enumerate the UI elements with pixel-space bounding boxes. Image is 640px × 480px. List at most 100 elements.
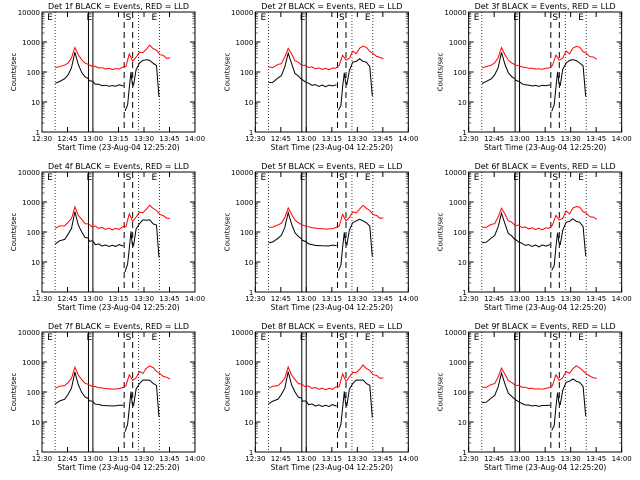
marker-label-e: E (474, 173, 480, 183)
x-tick-label: 12:30 (32, 295, 52, 303)
lld-series-line (268, 204, 384, 230)
events-series-line (55, 371, 124, 407)
x-tick-label: 13:45 (373, 295, 393, 303)
x-tick-label: 12:45 (57, 455, 77, 463)
x-axis-label: Start Time (23-Aug-04 12:25:20) (57, 303, 179, 312)
events-series-line (346, 379, 373, 418)
y-tick-label: 1000 (236, 39, 254, 47)
marker-label-s: S (552, 333, 558, 343)
events-series-line (346, 58, 373, 97)
events-series-line (268, 51, 337, 88)
x-tick-label: 13:15 (108, 135, 128, 143)
marker-label-e: E (86, 13, 92, 23)
y-tick-label: 10000 (18, 9, 40, 17)
marker-label-e: E (86, 333, 92, 343)
x-tick-label: 14:00 (612, 295, 632, 303)
x-tick-label: 12:30 (459, 455, 479, 463)
marker-label-e: E (260, 173, 266, 183)
y-tick-label: 100 (27, 389, 40, 397)
marker-label-e: E (513, 13, 519, 23)
marker-label-s: S (339, 13, 345, 23)
x-tick-label: 13:45 (586, 455, 606, 463)
events-series-line (124, 71, 133, 112)
marker-label-e: E (365, 333, 371, 343)
y-tick-label: 1000 (22, 359, 40, 367)
y-tick-label: 10 (31, 419, 40, 427)
detector-panel-4: Det 4f BLACK = Events, RED = LLD E E S E 1 10 1… (10, 162, 205, 312)
y-axis-label: Counts/sec (10, 373, 18, 412)
y-axis-label: Counts/sec (223, 213, 231, 252)
plot-frame (41, 331, 196, 453)
lld-series-line (481, 45, 597, 70)
x-tick-label: 14:00 (185, 135, 205, 143)
events-series-line (551, 392, 560, 431)
panel-title: Det 4f BLACK = Events, RED = LLD (48, 162, 189, 171)
plot-frame (254, 11, 409, 133)
x-axis-label: Start Time (23-Aug-04 12:25:20) (484, 463, 606, 472)
events-series-line (346, 218, 373, 257)
marker-label-e: E (513, 173, 519, 183)
x-tick-label: 12:30 (32, 455, 52, 463)
x-tick-label: 13:45 (586, 295, 606, 303)
panel-title: Det 6f BLACK = Events, RED = LLD (475, 162, 616, 171)
y-tick-label: 1 (462, 289, 466, 297)
marker-label-e: E (578, 173, 584, 183)
marker-label-s: S (552, 13, 558, 23)
x-tick-label: 14:00 (185, 295, 205, 303)
marker-label-e: E (47, 13, 53, 23)
panel-title: Det 1f BLACK = Events, RED = LLD (48, 2, 189, 11)
x-tick-label: 13:30 (134, 455, 154, 463)
y-tick-label: 1000 (449, 199, 467, 207)
x-tick-label: 12:45 (484, 135, 504, 143)
x-tick-label: 13:30 (347, 295, 367, 303)
x-tick-label: 13:30 (347, 455, 367, 463)
x-tick-label: 13:30 (561, 455, 581, 463)
marker-label-e: E (365, 173, 371, 183)
y-tick-label: 1000 (22, 39, 40, 47)
events-series-line (551, 71, 560, 112)
events-series-line (124, 231, 133, 272)
x-tick-label: 13:45 (159, 455, 179, 463)
y-tick-label: 100 (453, 69, 466, 77)
y-axis-label: Counts/sec (437, 373, 445, 412)
y-axis-label: Counts/sec (437, 213, 445, 252)
y-tick-label: 10000 (18, 169, 40, 177)
marker-label-e: E (152, 13, 158, 23)
y-axis-label: Counts/sec (437, 53, 445, 92)
x-tick-label: 13:00 (296, 135, 316, 143)
x-tick-label: 13:30 (561, 295, 581, 303)
events-series-line (268, 371, 337, 408)
x-tick-label: 13:15 (322, 455, 342, 463)
x-tick-label: 14:00 (398, 455, 418, 463)
y-tick-label: 10 (458, 99, 467, 107)
x-tick-label: 14:00 (398, 295, 418, 303)
events-series-line (133, 59, 160, 98)
x-axis-label: Start Time (23-Aug-04 12:25:20) (57, 143, 179, 152)
x-tick-label: 12:30 (459, 295, 479, 303)
detector-panel-1: Det 1f BLACK = Events, RED = LLD E E S E 1 10 1… (10, 2, 205, 152)
x-tick-label: 12:45 (484, 455, 504, 463)
x-tick-label: 13:15 (322, 135, 342, 143)
y-tick-label: 10 (458, 259, 467, 267)
x-tick-label: 12:45 (484, 295, 504, 303)
y-tick-label: 1000 (22, 199, 40, 207)
x-tick-label: 13:30 (347, 135, 367, 143)
panel-title: Det 5f BLACK = Events, RED = LLD (261, 162, 402, 171)
y-tick-label: 10000 (444, 169, 466, 177)
y-tick-label: 10 (244, 99, 253, 107)
x-tick-label: 13:00 (510, 295, 530, 303)
x-tick-label: 13:15 (108, 455, 128, 463)
x-tick-label: 12:30 (32, 135, 52, 143)
x-axis-label: Start Time (23-Aug-04 12:25:20) (57, 463, 179, 472)
y-tick-label: 1000 (449, 359, 467, 367)
y-axis-label: Counts/sec (223, 53, 231, 92)
marker-label-e: E (300, 333, 306, 343)
x-tick-label: 14:00 (185, 455, 205, 463)
detector-panel-6: Det 6f BLACK = Events, RED = LLD E E S E 1 10 1… (437, 162, 632, 312)
y-tick-label: 100 (240, 69, 253, 77)
y-tick-label: 10000 (231, 169, 253, 177)
x-tick-label: 13:15 (322, 295, 342, 303)
events-series-line (133, 379, 160, 418)
marker-label-e: E (513, 333, 519, 343)
x-axis-label: Start Time (23-Aug-04 12:25:20) (271, 143, 393, 152)
